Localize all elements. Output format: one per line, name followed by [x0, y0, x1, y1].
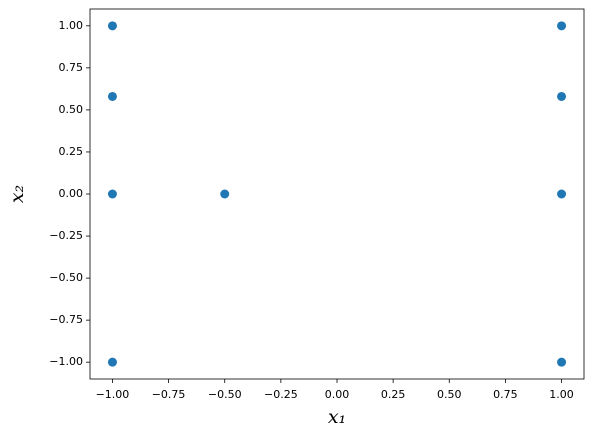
y-tick-label: −1.00 [49, 355, 83, 368]
y-tick-label: 0.00 [59, 187, 84, 200]
y-tick-label: −0.50 [49, 271, 83, 284]
point [107, 357, 117, 367]
x-tick-label: 0.00 [325, 388, 350, 401]
y-tick-label: 0.50 [59, 103, 84, 116]
y-tick-label: 0.25 [59, 145, 84, 158]
y-tick-label: 1.00 [59, 19, 84, 32]
y-tick-label: −0.75 [49, 313, 83, 326]
x-tick-label: 0.25 [381, 388, 406, 401]
y-axis-label: x₂ [6, 185, 28, 203]
x-tick-label: 0.50 [437, 388, 462, 401]
y-tick-label: −0.25 [49, 229, 83, 242]
point [107, 21, 117, 31]
x-tick-label: 0.75 [493, 388, 518, 401]
x-tick-label: −1.00 [96, 388, 130, 401]
point [557, 91, 567, 101]
point [557, 189, 567, 199]
point [220, 189, 230, 199]
x-axis-label: x₁ [328, 406, 346, 428]
x-tick-label: −0.75 [152, 388, 186, 401]
point [557, 357, 567, 367]
point [557, 21, 567, 31]
x-tick-label: −0.25 [264, 388, 298, 401]
x-tick-label: 1.00 [549, 388, 574, 401]
point [107, 189, 117, 199]
y-tick-label: 0.75 [59, 61, 84, 74]
point [107, 91, 117, 101]
plot-frame [89, 8, 585, 380]
x-tick-label: −0.50 [208, 388, 242, 401]
